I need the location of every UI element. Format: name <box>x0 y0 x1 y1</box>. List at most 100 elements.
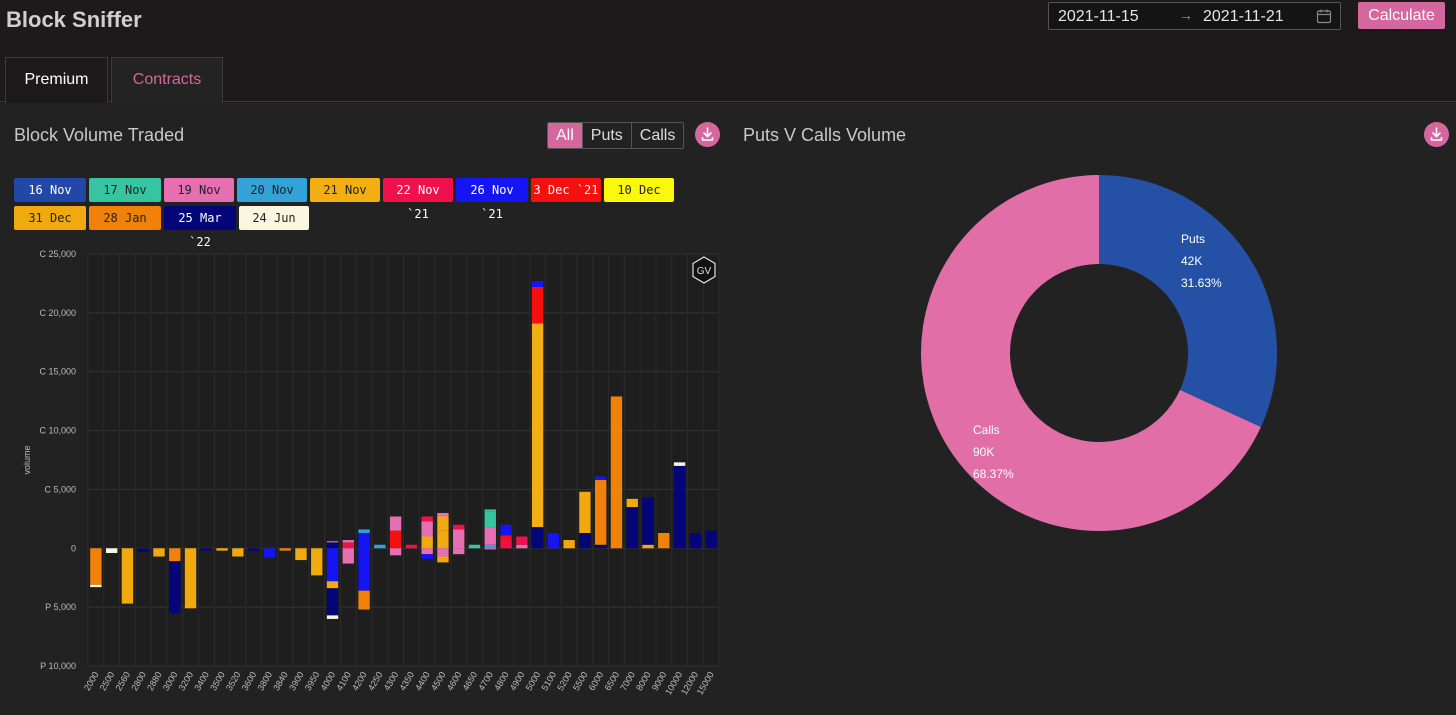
filter-segmented-control: All Puts Calls <box>547 122 685 149</box>
bar-segment <box>437 530 449 549</box>
filter-calls-button[interactable]: Calls <box>630 123 684 148</box>
x-tick-label: 5000 <box>524 670 543 692</box>
bar-segment <box>311 548 323 576</box>
bar-segment <box>247 548 260 551</box>
bar-segment <box>326 548 339 582</box>
legend-item[interactable]: 19 Nov `21 <box>164 178 234 221</box>
date-range-picker[interactable]: 2021-11-15 → 2021-11-21 <box>1048 2 1341 30</box>
x-tick-label: 4350 <box>397 670 416 692</box>
bar-segment <box>484 548 496 550</box>
bar-segment <box>595 544 607 549</box>
legend-item[interactable]: 20 Nov `21 <box>237 178 307 221</box>
x-tick-label: 3400 <box>192 670 211 692</box>
legend-item[interactable]: 10 Dec `21 <box>604 178 674 221</box>
y-tick-label: C 5,000 <box>44 484 76 494</box>
bar-segment <box>642 544 654 549</box>
bar-segment <box>342 540 354 543</box>
donut-slice <box>921 175 1261 531</box>
bar-segment <box>437 512 449 517</box>
x-tick-label: 4200 <box>350 670 369 692</box>
download-puts-calls-icon[interactable] <box>1424 122 1449 147</box>
x-tick-label: 3200 <box>177 670 196 692</box>
bar-segment <box>358 548 370 591</box>
x-tick-label: 4100 <box>334 670 353 692</box>
filter-all-button[interactable]: All <box>548 123 582 148</box>
bar-segment <box>421 554 433 559</box>
bar-segment <box>389 516 402 531</box>
x-tick-label: 4600 <box>445 670 464 692</box>
bar-segment <box>358 529 370 533</box>
bar-segment <box>342 548 354 564</box>
y-tick-label: P 10,000 <box>40 661 76 671</box>
bar-segment <box>437 548 449 557</box>
bar-segment <box>531 286 544 324</box>
legend-item[interactable]: 26 Nov `21 <box>456 178 528 221</box>
bar-segment <box>421 516 433 522</box>
x-tick-label: 3840 <box>271 670 290 692</box>
x-tick-label: 3800 <box>255 670 274 692</box>
bar-segment <box>563 540 575 549</box>
tab-bar: Premium Contracts <box>0 56 1456 103</box>
bar-segment <box>389 548 402 556</box>
x-tick-label: 6000 <box>587 670 606 692</box>
y-tick-label: C 20,000 <box>39 308 76 318</box>
bar-segment <box>626 498 638 508</box>
bar-segment <box>405 544 418 549</box>
legend-item[interactable]: 25 Mar `22 <box>164 206 236 249</box>
end-date-input[interactable]: 2021-11-21 <box>1203 8 1284 25</box>
calculate-button[interactable]: Calculate <box>1358 2 1445 29</box>
y-axis-label: volume <box>22 445 32 474</box>
bar-segment <box>626 507 638 549</box>
bar-segment <box>595 480 607 545</box>
legend-item[interactable]: 3 Dec `21 <box>531 178 601 202</box>
bar-segment <box>610 396 623 549</box>
x-tick-label: 2880 <box>145 670 164 692</box>
legend-item[interactable]: 22 Nov `21 <box>383 178 453 221</box>
block-volume-title: Block Volume Traded <box>14 125 185 145</box>
bar-segment <box>531 323 544 528</box>
x-tick-label: 3500 <box>208 670 227 692</box>
gv-badge-shape <box>692 256 716 284</box>
bar-segment <box>468 544 481 549</box>
legend-item[interactable]: 21 Nov `21 <box>310 178 380 221</box>
legend-item[interactable]: 24 Jun `22 <box>239 206 309 249</box>
puts-calls-panel: Puts V Calls Volume Puts 42K 31.63% Calls 90… <box>729 103 1456 715</box>
filter-puts-button[interactable]: Puts <box>581 123 631 148</box>
x-tick-label: 4800 <box>492 670 511 692</box>
bar-segment <box>169 561 181 614</box>
bar-segment <box>484 544 496 549</box>
tab-premium[interactable]: Premium <box>5 57 108 103</box>
bar-segment <box>579 491 591 533</box>
x-tick-label: 2000 <box>82 670 101 692</box>
bar-segment <box>137 548 149 552</box>
y-tick-label: 0 <box>71 543 76 553</box>
legend-item[interactable]: 16 Nov `21 <box>14 178 86 221</box>
legend-item[interactable]: 31 Dec `21 <box>14 206 86 249</box>
legend-item[interactable]: 28 Jan `22 <box>89 206 161 249</box>
start-date-input[interactable]: 2021-11-15 <box>1058 8 1139 25</box>
bar-segment <box>184 548 197 609</box>
x-tick-label: 5100 <box>539 670 558 692</box>
slice-label-value: 42K <box>1181 254 1202 268</box>
bar-segment <box>500 535 512 541</box>
calendar-icon[interactable] <box>1316 8 1332 24</box>
bar-segment <box>437 516 449 531</box>
bar-segment <box>374 544 386 549</box>
bar-segment <box>358 532 370 549</box>
legend-item[interactable]: 17 Nov `21 <box>89 178 161 221</box>
x-tick-label: 4400 <box>413 670 432 692</box>
bar-segment <box>279 548 291 551</box>
bar-segment <box>421 521 433 537</box>
bar-segment <box>169 548 181 562</box>
tab-contracts[interactable]: Contracts <box>111 57 223 103</box>
bar-segment <box>342 542 354 549</box>
bar-segment <box>453 529 465 549</box>
slice-label-name: Calls <box>973 423 1000 437</box>
x-tick-label: 4500 <box>429 670 448 692</box>
bar-segment <box>121 548 134 604</box>
download-block-volume-icon[interactable] <box>695 122 720 147</box>
bar-segment <box>673 465 686 549</box>
top-bar: Block Sniffer 2021-11-15 → 2021-11-21 Ca… <box>0 0 1456 56</box>
bar-segment <box>547 532 560 549</box>
x-tick-label: 2500 <box>98 670 117 692</box>
